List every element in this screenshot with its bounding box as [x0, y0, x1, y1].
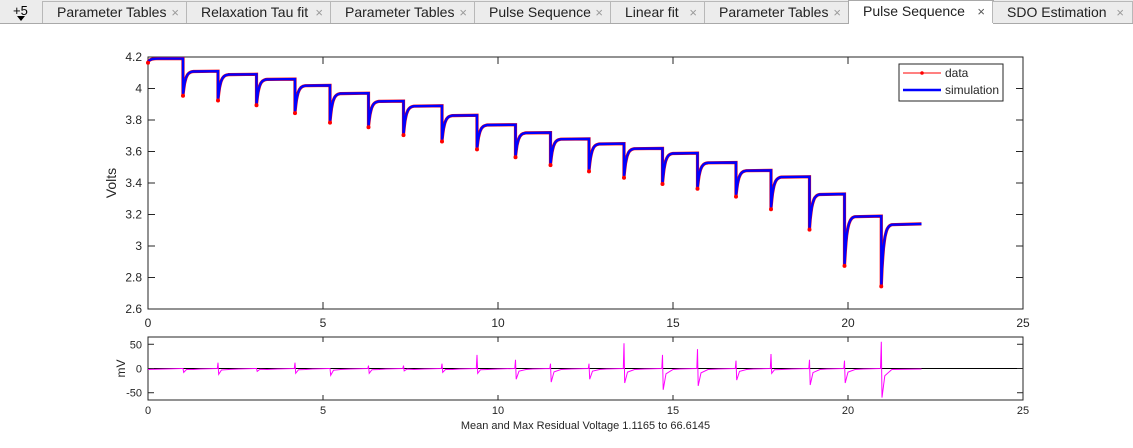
data-dip-point: [660, 182, 665, 186]
data-dip-point: [475, 147, 479, 152]
tab-label: SDO Estimation: [1007, 4, 1107, 20]
legend-label-simulation: simulation: [945, 83, 999, 97]
data-dip-point: [293, 111, 297, 116]
data-dip-point: [366, 125, 371, 130]
data-dip-point: [842, 263, 847, 268]
tab-pulse-sequence[interactable]: Pulse Sequence ×: [474, 1, 612, 23]
data-dip-point: [695, 186, 700, 191]
x-tick-label: 20: [841, 316, 855, 330]
y-tick-label: 3.6: [125, 145, 142, 159]
tab-label: Pulse Sequence: [489, 4, 591, 20]
tab-relaxation-tau-fit[interactable]: Relaxation Tau fit ×: [186, 1, 332, 23]
main-plot-area: [147, 56, 1024, 310]
data-dip-point: [181, 93, 185, 98]
tab-label: Relaxation Tau fit: [201, 4, 309, 20]
data-dip-point: [440, 139, 444, 144]
close-icon[interactable]: ×: [1116, 5, 1124, 20]
more-tabs-button[interactable]: +5: [0, 0, 42, 23]
x-tick-label: 15: [666, 316, 680, 330]
data-dip-point: [254, 103, 259, 108]
y-tick-label: -50: [126, 388, 142, 400]
y-tick-label: 4.2: [125, 50, 142, 64]
x-tick-label: 10: [491, 316, 505, 330]
close-icon[interactable]: ×: [459, 5, 467, 20]
y-tick-label: 3.4: [125, 176, 142, 190]
y-axis-label: Volts: [103, 168, 119, 198]
figure: 0 5 10 15 20 25 2.6 2.8 3 3.2 3.4 3.6 3.8 4 4.2 Volts da…: [103, 50, 1030, 432]
x-tick-label: 10: [492, 405, 504, 417]
close-icon[interactable]: ×: [315, 5, 323, 20]
close-icon[interactable]: ×: [833, 5, 841, 20]
more-tabs-count: +5: [13, 3, 28, 18]
data-dip-point: [513, 155, 518, 160]
data-dip-point: [216, 98, 220, 103]
x-tick-label: 5: [320, 405, 326, 417]
data-dip-point: [587, 169, 591, 174]
tab-label: Linear fit: [625, 4, 679, 20]
tab-label: Parameter Tables: [345, 4, 455, 20]
y-tick-label: 2.8: [125, 271, 142, 285]
y-tick-label: 3: [135, 239, 142, 253]
tab-pulse-sequence[interactable]: Pulse Sequence ×: [848, 0, 994, 24]
data-dip-point: [328, 120, 332, 125]
legend-marker-data: [920, 71, 924, 75]
data-dip-point: [807, 227, 812, 232]
y-tick-label: 2.6: [125, 302, 142, 316]
close-icon[interactable]: ×: [171, 5, 179, 20]
close-icon[interactable]: ×: [595, 5, 603, 20]
data-dip-point: [769, 207, 773, 212]
x-tick-label: 25: [1016, 316, 1030, 330]
x-tick-label: 15: [667, 405, 679, 417]
y-tick-label: 3.2: [125, 208, 142, 222]
data-dip-point: [622, 175, 626, 180]
tab-parameter-tables[interactable]: Parameter Tables ×: [330, 1, 476, 23]
legend-box: [898, 63, 1004, 102]
x-tick-label: 0: [145, 316, 152, 330]
legend-label-data: data: [945, 66, 969, 80]
x-tick-label: 20: [842, 405, 854, 417]
chevron-down-icon: [17, 16, 25, 21]
data-dip-point: [734, 194, 738, 199]
data-dip-point: [146, 60, 150, 65]
residual-series: [147, 341, 922, 398]
close-icon[interactable]: ×: [689, 5, 697, 20]
tab-bar: +5 Parameter Tables × Relaxation Tau fit × P…: [0, 0, 1133, 24]
tab-sdo-estimation[interactable]: SDO Estimation ×: [992, 1, 1133, 23]
data-dip-point: [401, 133, 406, 138]
x-tick-label: 5: [320, 316, 327, 330]
y-axis-label: mV: [114, 360, 128, 378]
y-tick-label: 3.8: [125, 113, 142, 127]
tab-linear-fit[interactable]: Linear fit ×: [610, 1, 706, 23]
close-icon[interactable]: ×: [977, 4, 985, 19]
y-tick-label: 0: [136, 364, 142, 376]
tab-label: Pulse Sequence: [863, 3, 965, 19]
data-dip-point: [879, 284, 884, 289]
x-axis-label: Mean and Max Residual Voltage 1.1165 to …: [461, 420, 710, 432]
tab-label: Parameter Tables: [719, 4, 829, 20]
y-tick-label: 50: [130, 339, 142, 351]
series-simulation: [147, 57, 922, 286]
tab-parameter-tables[interactable]: Parameter Tables ×: [704, 1, 850, 23]
x-tick-label: 0: [145, 405, 151, 417]
tab-parameter-tables[interactable]: Parameter Tables ×: [42, 1, 188, 23]
tab-label: Parameter Tables: [57, 4, 167, 20]
y-tick-label: 4: [135, 82, 142, 96]
data-dip-point: [548, 163, 553, 168]
x-tick-label: 25: [1017, 405, 1029, 417]
